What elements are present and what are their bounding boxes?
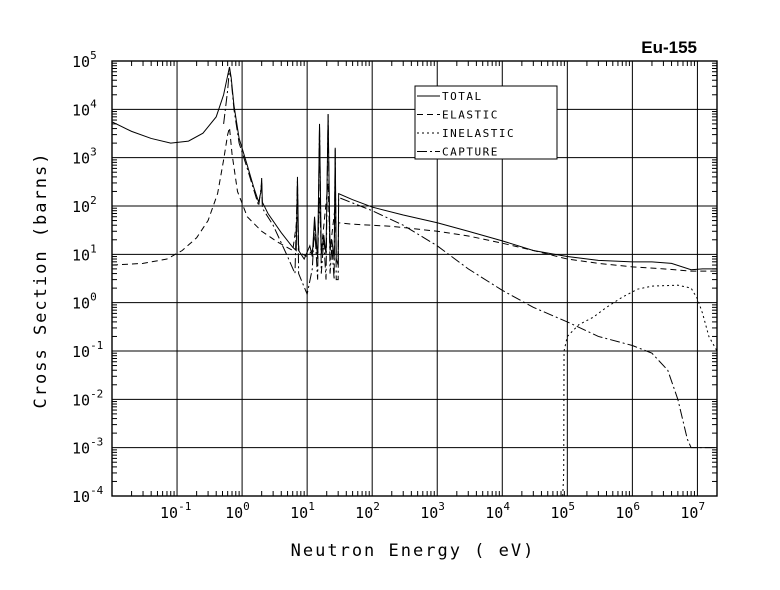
- x-tick-label: 107: [680, 500, 705, 522]
- chart-title: Eu-155: [641, 38, 697, 57]
- y-tick-exponent: 4: [90, 97, 97, 110]
- y-tick-base: 10: [72, 343, 90, 361]
- y-tick-label: 101: [72, 242, 97, 264]
- x-tick-base: 10: [680, 504, 698, 522]
- x-tick-base: 10: [485, 504, 503, 522]
- x-tick-exponent: 3: [438, 500, 445, 513]
- y-tick-exponent: 5: [90, 49, 97, 62]
- legend-box: [414, 85, 558, 160]
- y-tick-base: 10: [72, 295, 90, 313]
- legend-label-inelastic: INELASTIC: [442, 127, 515, 140]
- y-tick-base: 10: [72, 53, 90, 71]
- y-tick-exponent: 1: [90, 242, 97, 255]
- y-tick-base: 10: [72, 246, 90, 264]
- legend: TOTAL ELASTIC INELASTIC CAPTURE: [414, 85, 558, 160]
- y-tick-label: 100: [72, 291, 97, 313]
- y-tick-label: 105: [72, 49, 97, 71]
- y-tick-label: 102: [72, 194, 97, 216]
- legend-label-capture: CAPTURE: [442, 146, 499, 159]
- x-tick-label: 100: [225, 500, 250, 522]
- x-tick-base: 10: [550, 504, 568, 522]
- series-group: [112, 66, 717, 496]
- y-tick-exponent: 0: [90, 291, 97, 304]
- y-tick-base: 10: [72, 391, 90, 409]
- x-tick-exponent: 6: [633, 500, 640, 513]
- y-tick-label: 10-4: [72, 484, 104, 506]
- x-tick-label: 10-1: [160, 500, 191, 522]
- legend-label-total: TOTAL: [442, 90, 483, 103]
- series-capture-line: [223, 68, 717, 449]
- x-tick-exponent: 2: [373, 500, 380, 513]
- y-axis-label: Cross Section (barns): [31, 152, 51, 409]
- x-tick-exponent: 5: [568, 500, 575, 513]
- x-tick-base: 10: [420, 504, 438, 522]
- x-tick-label: 104: [485, 500, 510, 522]
- x-tick-exponent: -1: [178, 500, 191, 513]
- y-tick-exponent: 3: [90, 146, 97, 159]
- x-tick-label: 101: [290, 500, 315, 522]
- y-tick-base: 10: [72, 101, 90, 119]
- x-tick-base: 10: [225, 504, 243, 522]
- x-tick-label: 102: [355, 500, 380, 522]
- x-tick-labels: 10-1 100 101 102 103 104 105 106 107: [160, 500, 705, 522]
- x-tick-exponent: 1: [308, 500, 315, 513]
- y-tick-exponent: -2: [90, 387, 103, 400]
- y-tick-exponent: -1: [90, 339, 103, 352]
- y-tick-base: 10: [72, 198, 90, 216]
- x-tick-base: 10: [290, 504, 308, 522]
- x-tick-base: 10: [355, 504, 373, 522]
- x-axis-label: Neutron Energy ( eV): [291, 541, 536, 561]
- x-tick-exponent: 7: [698, 500, 705, 513]
- x-tick-base: 10: [615, 504, 633, 522]
- y-tick-exponent: -3: [90, 436, 103, 449]
- x-tick-base: 10: [160, 504, 178, 522]
- series-inelastic-line: [562, 284, 717, 496]
- y-tick-base: 10: [72, 440, 90, 458]
- y-tick-exponent: -4: [90, 484, 104, 497]
- x-tick-exponent: 4: [503, 500, 510, 513]
- plot-frame: [111, 60, 718, 497]
- y-tick-label: 10-1: [72, 339, 103, 361]
- y-tick-label: 10-2: [72, 387, 103, 409]
- y-tick-exponent: 2: [90, 194, 97, 207]
- y-tick-label: 103: [72, 146, 97, 168]
- x-tick-label: 105: [550, 500, 575, 522]
- y-tick-base: 10: [72, 488, 90, 506]
- series-elastic-line: [112, 127, 717, 272]
- y-tick-label: 10-3: [72, 436, 103, 458]
- y-tick-label: 104: [72, 97, 97, 119]
- y-tick-base: 10: [72, 150, 90, 168]
- legend-label-elastic: ELASTIC: [442, 109, 499, 122]
- x-tick-label: 103: [420, 500, 445, 522]
- x-tick-exponent: 0: [243, 500, 250, 513]
- x-tick-label: 106: [615, 500, 640, 522]
